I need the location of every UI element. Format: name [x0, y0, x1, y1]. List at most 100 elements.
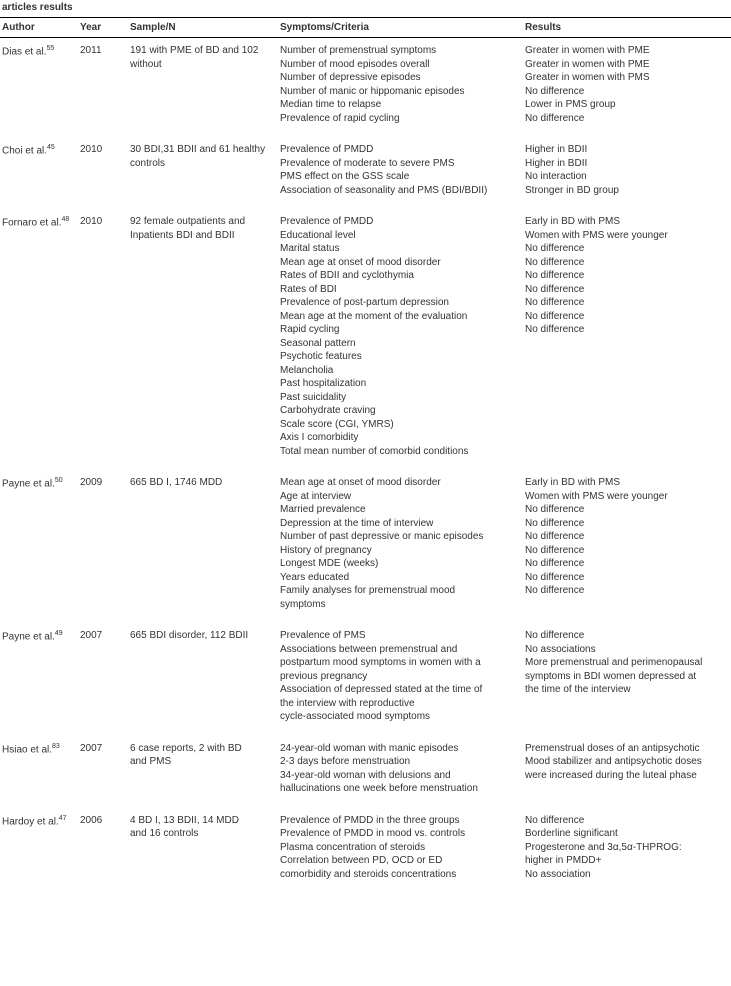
- author-text: Dias et al.55: [2, 44, 76, 59]
- table-row: Dias et al.55 2011 191 with PME of BD and …: [0, 38, 731, 137]
- header-author: Author: [0, 22, 80, 33]
- symptom-line: Number of mood episodes overall: [280, 58, 517, 72]
- result-line: No difference: [525, 256, 723, 270]
- table-header-row: Author Year Sample/N Symptoms/Criteria R…: [0, 17, 731, 38]
- cell-results: No differenceNo associationsMore premens…: [525, 629, 725, 724]
- result-line: More premenstrual and perimenopausal: [525, 656, 723, 670]
- sample-line: and 16 controls: [130, 827, 272, 841]
- sample-line: controls: [130, 157, 272, 171]
- result-line: No difference: [525, 242, 723, 256]
- cell-year: 2007: [80, 629, 130, 724]
- sample-line: without: [130, 58, 272, 72]
- symptom-line: Prevalence of post-partum depression: [280, 296, 517, 310]
- symptom-line: Rates of BDII and cyclothymia: [280, 269, 517, 283]
- result-line: Higher in BDII: [525, 143, 723, 157]
- result-line: Progesterone and 3α,5α-THPROG:: [525, 841, 723, 855]
- symptom-line: Educational level: [280, 229, 517, 243]
- author-ref: 48: [61, 216, 69, 223]
- symptom-line: Depression at the time of interview: [280, 517, 517, 531]
- symptom-line: Prevalence of PMDD in mood vs. controls: [280, 827, 517, 841]
- result-line: Early in BD with PMS: [525, 476, 723, 490]
- symptom-line: Psychotic features: [280, 350, 517, 364]
- cell-results: Higher in BDIIHigher in BDIINo interacti…: [525, 143, 725, 197]
- cell-results: No differenceBorderline significantProge…: [525, 814, 725, 882]
- symptom-line: Carbohydrate craving: [280, 404, 517, 418]
- sample-line: 30 BDI,31 BDII and 61 healthy: [130, 143, 272, 157]
- sample-line: 191 with PME of BD and 102: [130, 44, 272, 58]
- table-body: Dias et al.55 2011 191 with PME of BD and …: [0, 38, 731, 893]
- cell-author: Hsiao et al.83: [0, 742, 80, 796]
- symptom-line: Mean age at onset of mood disorder: [280, 476, 517, 490]
- symptom-line: Family analyses for premenstrual mood: [280, 584, 517, 598]
- symptom-line: Marital status: [280, 242, 517, 256]
- result-line: No difference: [525, 310, 723, 324]
- cell-sample: 30 BDI,31 BDII and 61 healthycontrols: [130, 143, 280, 197]
- result-line: No difference: [525, 283, 723, 297]
- cell-results: Premenstrual doses of an antipsychoticMo…: [525, 742, 725, 796]
- symptom-line: Seasonal pattern: [280, 337, 517, 351]
- symptom-line: Prevalence of rapid cycling: [280, 112, 517, 126]
- sample-line: and PMS: [130, 755, 272, 769]
- header-sample: Sample/N: [130, 22, 280, 33]
- result-line: Greater in women with PME: [525, 58, 723, 72]
- cell-symptoms: Prevalence of PMDDEducational levelMarit…: [280, 215, 525, 458]
- symptom-line: Association of seasonality and PMS (BDI/…: [280, 184, 517, 198]
- symptom-line: previous pregnancy: [280, 670, 517, 684]
- cell-author: Fornaro et al.48: [0, 215, 80, 458]
- table-row: Hardoy et al.4720064 BD I, 13 BDII, 14 M…: [0, 808, 731, 894]
- symptom-line: Longest MDE (weeks): [280, 557, 517, 571]
- cell-author: Hardoy et al.47: [0, 814, 80, 882]
- symptom-line: the interview with reproductive: [280, 697, 517, 711]
- sample-line: 665 BD I, 1746 MDD: [130, 476, 272, 490]
- symptom-line: Axis I comorbidity: [280, 431, 517, 445]
- symptom-line: Associations between premenstrual and: [280, 643, 517, 657]
- symptom-line: Age at interview: [280, 490, 517, 504]
- symptom-line: Correlation between PD, OCD or ED: [280, 854, 517, 868]
- symptom-line: Scale score (CGI, YMRS): [280, 418, 517, 432]
- cell-symptoms: Prevalence of PMDD in the three groupsPr…: [280, 814, 525, 882]
- result-line: No difference: [525, 629, 723, 643]
- result-line: Higher in BDII: [525, 157, 723, 171]
- author-text: Payne et al.49: [2, 629, 76, 644]
- author-ref: 55: [46, 45, 54, 52]
- cell-author: Choi et al.45: [0, 143, 80, 197]
- cell-results: Early in BD with PMSWomen with PMS were …: [525, 215, 725, 458]
- result-line: higher in PMDD+: [525, 854, 723, 868]
- result-line: Women with PMS were younger: [525, 490, 723, 504]
- sample-line: 665 BDI disorder, 112 BDII: [130, 629, 272, 643]
- symptom-line: Mean age at the moment of the evaluation: [280, 310, 517, 324]
- result-line: No difference: [525, 296, 723, 310]
- result-line: No difference: [525, 85, 723, 99]
- cell-symptoms: Mean age at onset of mood disorderAge at…: [280, 476, 525, 611]
- author-text: Fornaro et al.48: [2, 215, 76, 230]
- author-ref: 45: [47, 144, 55, 151]
- cell-results: Early in BD with PMSWomen with PMS were …: [525, 476, 725, 611]
- result-line: Women with PMS were younger: [525, 229, 723, 243]
- year-text: 2011: [80, 44, 126, 58]
- symptom-line: Past hospitalization: [280, 377, 517, 391]
- cell-author: Dias et al.55: [0, 44, 80, 125]
- result-line: No interaction: [525, 170, 723, 184]
- symptom-line: Number of past depressive or manic episo…: [280, 530, 517, 544]
- symptom-line: Melancholia: [280, 364, 517, 378]
- symptom-line: Number of depressive episodes: [280, 71, 517, 85]
- result-line: No difference: [525, 584, 723, 598]
- symptom-line: 24-year-old woman with manic episodes: [280, 742, 517, 756]
- cell-symptoms: Prevalence of PMDDPrevalence of moderate…: [280, 143, 525, 197]
- table-row: Hsiao et al.8320076 case reports, 2 with…: [0, 736, 731, 808]
- cell-year: 2006: [80, 814, 130, 882]
- author-ref: 49: [55, 630, 63, 637]
- author-text: Hardoy et al.47: [2, 814, 76, 829]
- symptom-line: History of pregnancy: [280, 544, 517, 558]
- cell-sample: 191 with PME of BD and 102without: [130, 44, 280, 125]
- cell-year: 2007: [80, 742, 130, 796]
- result-line: No difference: [525, 503, 723, 517]
- symptom-line: Prevalence of PMS: [280, 629, 517, 643]
- cell-symptoms: 24-year-old woman with manic episodes2-3…: [280, 742, 525, 796]
- symptom-line: Plasma concentration of steroids: [280, 841, 517, 855]
- year-text: 2010: [80, 215, 126, 229]
- symptom-line: Prevalence of PMDD: [280, 143, 517, 157]
- year-text: 2006: [80, 814, 126, 828]
- result-line: No difference: [525, 323, 723, 337]
- table-row: Fornaro et al.48201092 female outpatient…: [0, 209, 731, 470]
